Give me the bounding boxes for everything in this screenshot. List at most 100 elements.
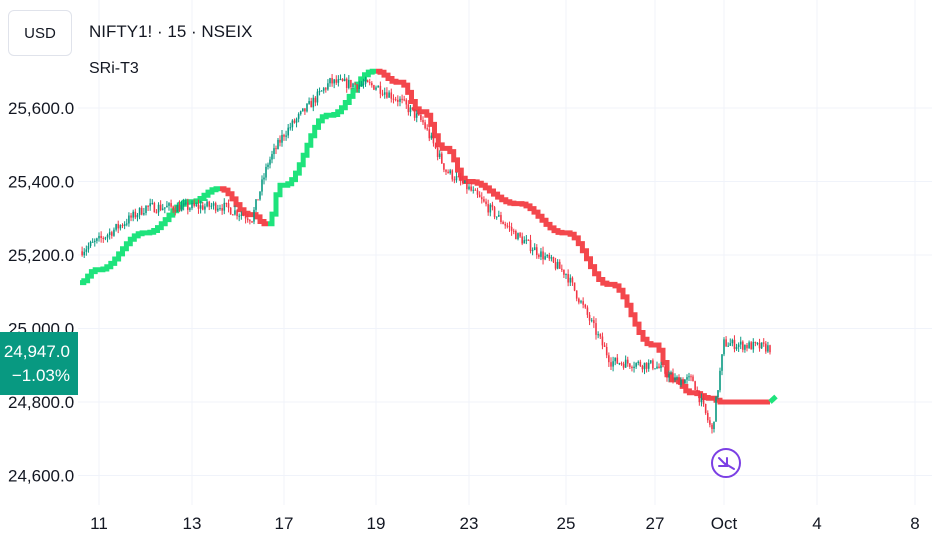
candle-body	[121, 225, 124, 227]
candle-body	[399, 98, 401, 102]
candle-body	[182, 203, 185, 206]
candle-body	[470, 186, 472, 191]
candle-body	[377, 85, 379, 88]
candle-body	[508, 226, 511, 228]
candle-body	[597, 334, 599, 336]
candle-body	[227, 203, 230, 208]
sri-t3-segment-down	[518, 201, 566, 236]
candle-body	[760, 342, 763, 349]
candle-body	[147, 205, 149, 207]
candle-body	[299, 111, 302, 115]
candle-body	[441, 153, 443, 164]
grid-lines	[78, 0, 932, 505]
candle-body	[289, 127, 292, 129]
y-tick-label: 25,600.0	[8, 99, 74, 118]
candle-body	[337, 79, 340, 83]
candle-body	[333, 79, 335, 84]
candle-body	[302, 108, 304, 112]
candle-body	[295, 118, 298, 123]
candle-body	[291, 120, 294, 128]
candle-body	[731, 339, 734, 344]
candle-body	[318, 91, 321, 93]
sri-t3-segment-up	[330, 68, 376, 118]
candle-body	[267, 164, 269, 167]
candle-body	[558, 261, 561, 269]
candle-body	[316, 91, 319, 103]
candle-body	[424, 122, 426, 129]
candle-body	[275, 148, 277, 150]
candle-body	[335, 79, 338, 83]
x-tick-label: 27	[646, 514, 665, 533]
candle-body	[115, 224, 117, 230]
candle-body	[457, 176, 460, 178]
candle-body	[104, 237, 107, 239]
candle-body	[354, 83, 356, 85]
candle-body	[161, 208, 164, 210]
sri-t3-segment-up	[192, 186, 220, 205]
candle-body	[459, 176, 462, 181]
candle-body	[102, 237, 105, 239]
currency-button[interactable]: USD	[8, 10, 72, 56]
candle-body	[493, 207, 496, 217]
candle-body	[159, 204, 162, 210]
candle-body	[407, 104, 410, 113]
candle-body	[531, 250, 534, 252]
candle-body	[375, 87, 377, 90]
symbol-title[interactable]: NIFTY1! · 15 · NSEIX	[89, 22, 253, 41]
candle-body	[584, 304, 587, 308]
candle-body	[588, 314, 591, 321]
candle-body	[411, 107, 414, 110]
candle-body	[680, 379, 682, 385]
candle-body	[350, 79, 352, 88]
last-price: 24,947.0	[3, 341, 70, 361]
event-marker[interactable]	[711, 448, 741, 478]
candle-body	[660, 365, 662, 369]
candle-body	[98, 235, 100, 239]
candle-body	[134, 211, 137, 218]
y-tick-label: 24,800.0	[8, 393, 74, 412]
indicator-name[interactable]: SRi-T3	[89, 60, 139, 77]
candle-body	[443, 163, 445, 170]
candle-body	[219, 208, 221, 210]
candle-body	[546, 254, 549, 257]
candle-body	[438, 153, 441, 158]
sri-t3-segment-up	[99, 230, 146, 273]
candle-body	[265, 166, 267, 178]
candle-body	[485, 201, 487, 205]
candle-body	[386, 92, 388, 98]
candle-body	[666, 373, 668, 378]
candle-body	[688, 376, 690, 378]
candle-body	[472, 189, 475, 191]
candle-body	[128, 215, 130, 224]
candle-body	[548, 254, 551, 259]
candle-body	[533, 247, 536, 251]
candle-body	[403, 99, 405, 101]
candle-body	[542, 251, 544, 260]
candle-body	[132, 211, 134, 218]
candle-body	[246, 218, 249, 221]
candle-body	[575, 290, 578, 299]
candle-body	[371, 83, 373, 86]
candle-body	[476, 190, 479, 195]
candle-body	[199, 205, 202, 209]
candle-body	[478, 194, 481, 198]
candle-body	[329, 78, 331, 84]
candle-body	[563, 269, 565, 275]
candle-body	[111, 232, 113, 236]
candle-body	[125, 223, 128, 225]
candle-body	[682, 379, 684, 384]
candle-body	[149, 203, 151, 207]
candle-body	[643, 362, 646, 370]
candle-body	[358, 84, 361, 90]
candle-body	[176, 205, 179, 212]
candle-body	[164, 207, 166, 209]
candle-body	[201, 205, 204, 210]
x-tick-label: 11	[90, 514, 108, 533]
candle-body	[392, 98, 395, 100]
candle-body	[436, 148, 439, 158]
candle-body	[567, 274, 569, 283]
candle-body	[426, 128, 428, 130]
candle-body	[633, 366, 635, 369]
candle-body	[645, 362, 648, 369]
